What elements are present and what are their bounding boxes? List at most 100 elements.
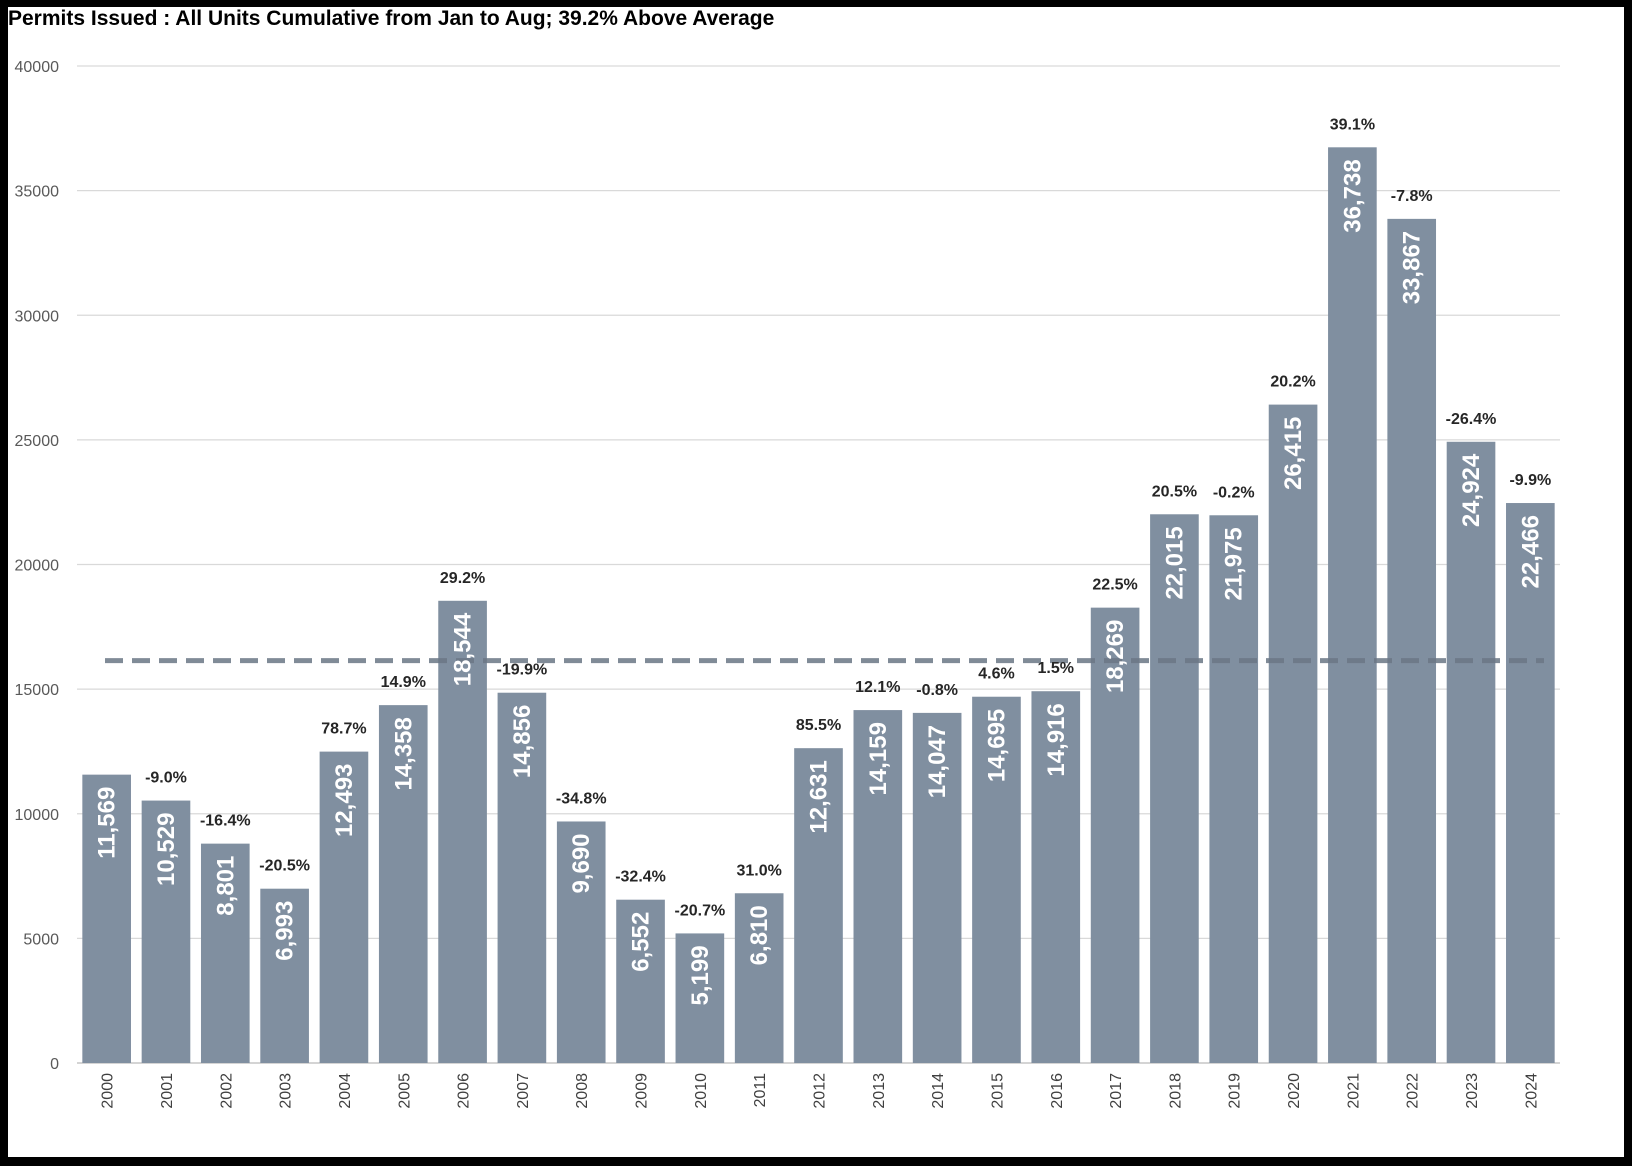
bar-change-label: 29.2% [440, 570, 485, 587]
bar-change-label: -34.8% [556, 790, 607, 807]
bar-value-label: 6,552 [628, 912, 655, 972]
bar-value-label: 8,801 [212, 856, 239, 916]
x-tick-label: 2016 [1049, 1073, 1066, 1109]
y-tick-label: 5000 [23, 931, 59, 948]
bar-change-label: 1.5% [1038, 660, 1074, 677]
bar[interactable] [141, 800, 191, 1063]
bar-change-label: -7.8% [1391, 188, 1433, 205]
x-tick-label: 2021 [1345, 1073, 1362, 1109]
x-tick-label: 2017 [1108, 1073, 1125, 1109]
x-tick-label: 2014 [930, 1073, 947, 1109]
bar[interactable] [556, 821, 606, 1063]
bar[interactable] [319, 751, 369, 1063]
bar-change-label: -32.4% [615, 869, 666, 886]
x-tick-label: 2009 [634, 1073, 651, 1109]
bar[interactable] [1268, 404, 1318, 1063]
bar[interactable] [1150, 514, 1199, 1063]
x-tick-label: 2001 [159, 1073, 176, 1109]
bar-value-label: 33,867 [1399, 231, 1426, 304]
bar[interactable] [853, 710, 903, 1063]
y-tick-label: 15000 [15, 682, 60, 699]
bar-change-label: -0.2% [1213, 484, 1255, 501]
bar[interactable] [200, 843, 250, 1063]
y-tick-label: 10000 [15, 807, 60, 824]
bar-value-label: 14,047 [924, 725, 951, 798]
y-tick-label: 40000 [15, 59, 60, 76]
x-tick-label: 2019 [1227, 1073, 1244, 1109]
bar[interactable] [912, 712, 962, 1063]
bar[interactable] [497, 692, 547, 1063]
chart-panel: Permits Issued : All Units Cumulative fr… [8, 7, 1624, 1157]
bar-change-label: 12.1% [855, 679, 900, 696]
bar[interactable] [616, 899, 665, 1063]
bar-change-label: -9.0% [145, 770, 187, 787]
y-tick-label: 0 [50, 1056, 59, 1073]
bar-value-label: 11,569 [94, 787, 121, 859]
x-tick-label: 2006 [456, 1073, 473, 1109]
bar[interactable] [1328, 147, 1377, 1063]
bar[interactable] [1090, 607, 1140, 1063]
bar-value-label: 6,993 [272, 901, 299, 961]
bar-value-label: 10,529 [153, 813, 180, 886]
bar-change-label: 31.0% [736, 862, 781, 879]
bar[interactable] [794, 748, 843, 1063]
x-tick-label: 2011 [752, 1073, 769, 1108]
bar-change-label: 39.1% [1330, 116, 1375, 133]
y-tick-label: 25000 [15, 433, 60, 450]
bar-change-label: -16.4% [200, 813, 251, 830]
x-tick-label: 2002 [218, 1073, 235, 1109]
bar[interactable] [734, 893, 784, 1063]
bar-value-label: 14,916 [1043, 703, 1070, 776]
bar-value-label: 18,544 [450, 612, 477, 686]
bar-change-label: -20.7% [675, 902, 726, 919]
x-tick-label: 2015 [989, 1073, 1006, 1109]
y-tick-label: 35000 [15, 184, 60, 201]
x-tick-label: 2023 [1464, 1073, 1481, 1109]
x-tick-label: 2004 [337, 1073, 354, 1109]
chart-title: Permits Issued : All Units Cumulative fr… [8, 7, 775, 30]
bar-change-label: -9.9% [1509, 472, 1551, 489]
bar-value-label: 12,631 [806, 760, 833, 833]
bar-change-label: 4.6% [978, 666, 1014, 683]
bar[interactable] [1031, 691, 1081, 1063]
bar-value-label: 14,856 [509, 705, 536, 778]
x-tick-label: 2000 [100, 1073, 117, 1109]
bar-chart: 0 5000 10000 15000 20000 25000 30000 35000 40000… [15, 59, 1560, 1109]
bar[interactable] [378, 705, 428, 1063]
bar-value-label: 21,975 [1221, 527, 1248, 600]
bar-change-label: 78.7% [321, 721, 366, 738]
x-tick-label: 2010 [693, 1073, 710, 1109]
bar[interactable] [82, 774, 131, 1063]
y-tick-label: 20000 [15, 558, 60, 575]
bar-change-label: -20.5% [259, 858, 310, 875]
x-tick-label: 2012 [812, 1073, 829, 1109]
bar-value-label: 36,738 [1339, 159, 1366, 232]
bar[interactable] [1387, 218, 1437, 1064]
y-tick-label: 30000 [15, 308, 60, 325]
bar[interactable] [260, 888, 309, 1063]
bar-value-label: 18,269 [1102, 620, 1129, 693]
x-tick-label: 2008 [574, 1073, 591, 1109]
bar-change-label: 20.2% [1270, 374, 1315, 391]
bar-value-label: 24,924 [1458, 453, 1485, 527]
x-tick-label: 2024 [1523, 1073, 1540, 1109]
bar-change-label: 20.5% [1152, 483, 1197, 500]
bar[interactable] [1446, 441, 1496, 1063]
bar-change-label: 14.9% [381, 674, 426, 691]
bar-change-label: -0.8% [916, 682, 958, 699]
x-tick-label: 2003 [278, 1073, 295, 1109]
x-tick-label: 2005 [396, 1073, 413, 1109]
bar-value-label: 14,695 [983, 709, 1010, 782]
bar-change-label: 85.5% [796, 717, 841, 734]
x-tick-label: 2013 [871, 1073, 888, 1109]
bar-value-label: 6,810 [746, 905, 773, 965]
x-tick-label: 2022 [1405, 1073, 1422, 1109]
bar[interactable] [1506, 503, 1555, 1064]
x-tick-label: 2020 [1286, 1073, 1303, 1109]
bar-value-label: 22,015 [1161, 526, 1188, 599]
bar[interactable] [972, 696, 1021, 1063]
bar[interactable] [675, 933, 725, 1063]
bar[interactable] [1209, 515, 1259, 1063]
bar[interactable] [438, 600, 487, 1063]
